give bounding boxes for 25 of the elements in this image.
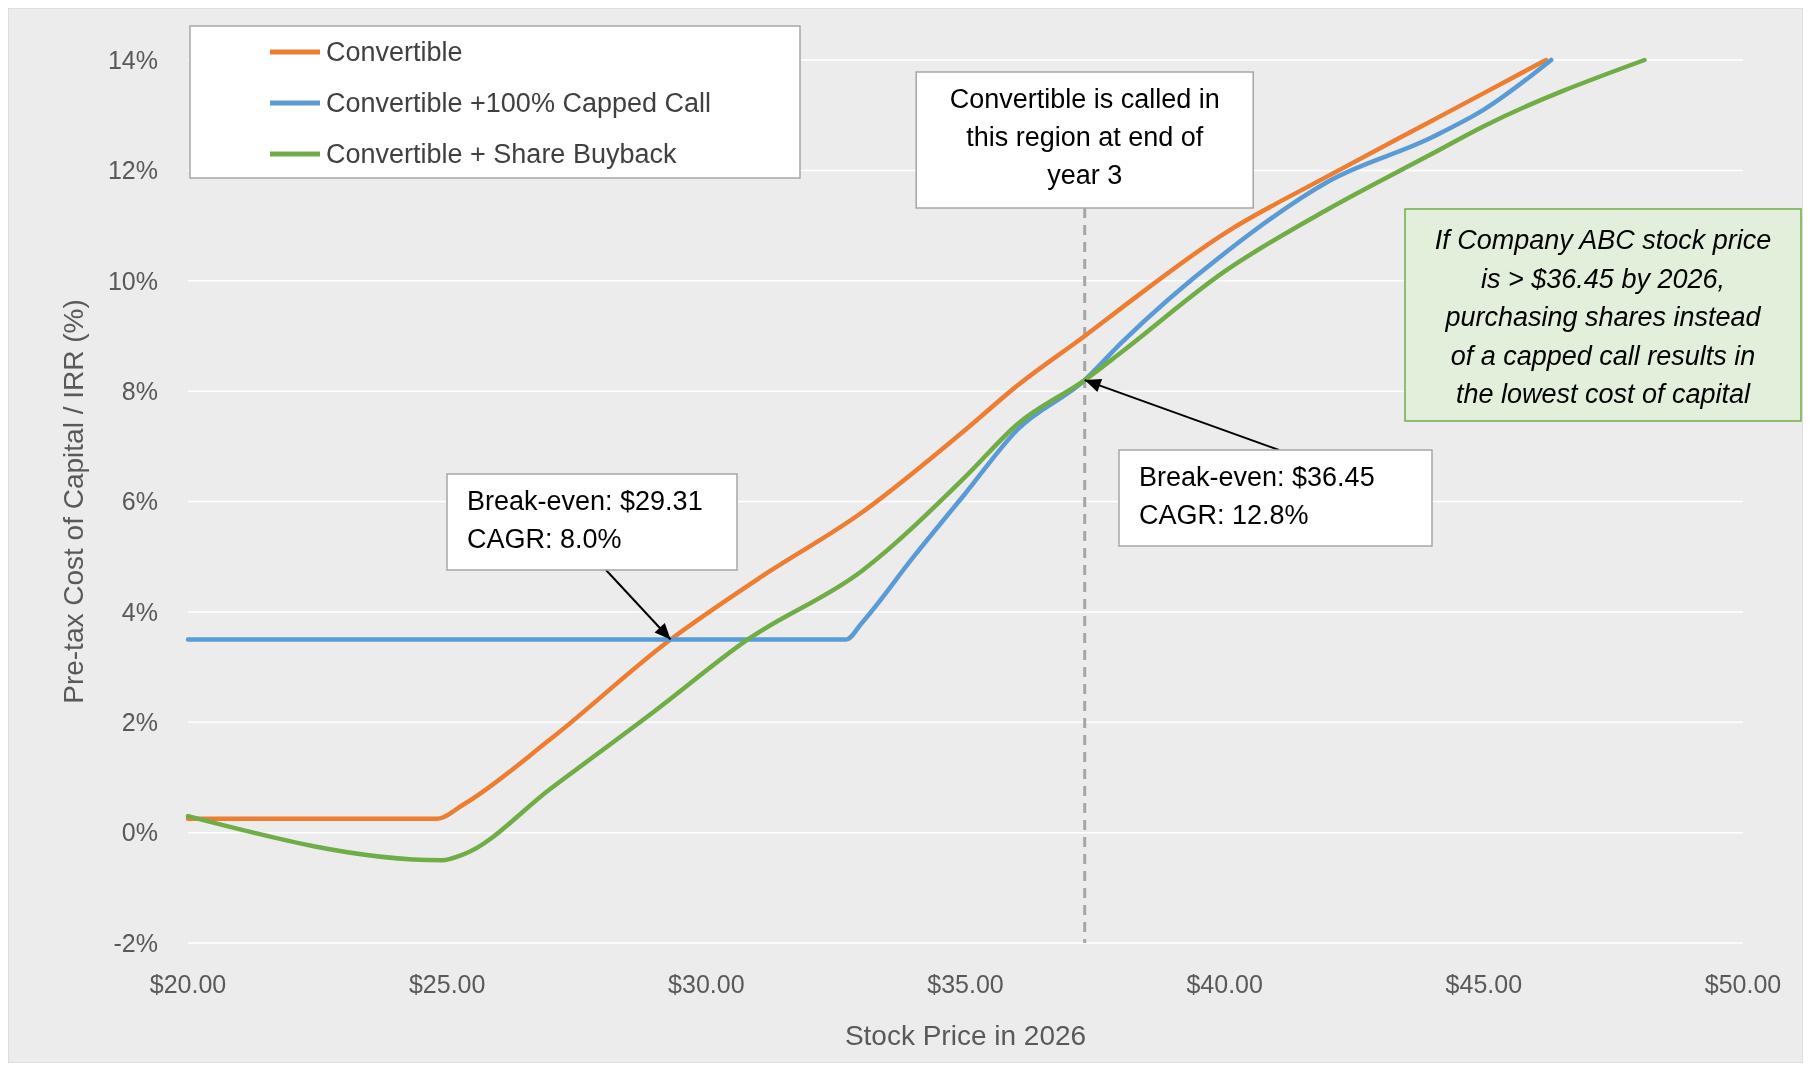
y-tick-label: 10% xyxy=(107,266,158,295)
x-tick-label: $25.00 xyxy=(408,970,486,998)
y-tick-label: 2% xyxy=(121,708,158,736)
y-axis-title: Pre-tax Cost of Capital / IRR (%) xyxy=(58,299,89,704)
y-tick-label: 0% xyxy=(121,818,158,847)
x-tick-label: $40.00 xyxy=(1186,970,1263,998)
x-axis-title: Stock Price in 2026 xyxy=(844,1020,1087,1051)
x-tick-label: $20.00 xyxy=(149,970,227,998)
x-tick-label: $50.00 xyxy=(1704,970,1782,998)
x-tick-label: $35.00 xyxy=(927,970,1004,998)
annotation: Break-even: $29.31 CAGR: 8.0% xyxy=(467,486,703,554)
y-tick-label: -2% xyxy=(113,928,158,957)
y-tick-label: 8% xyxy=(121,376,158,405)
ref-line-label: Convertible is called in this region at end of year 3 xyxy=(949,84,1220,190)
y-tick-label: 12% xyxy=(107,156,158,185)
x-tick-label: $45.00 xyxy=(1445,970,1523,998)
annotation: If Company ABC stock price is > $36.45 by 2026, purchasing shares instead of a capped call results in the lowest cost of capital xyxy=(1434,225,1772,409)
y-tick-label: 4% xyxy=(121,597,158,626)
y-tick-label: 14% xyxy=(107,45,158,74)
legend-label: Convertible xyxy=(326,37,463,68)
legend-label: Convertible + Share Buyback xyxy=(326,139,677,170)
x-tick-label: $30.00 xyxy=(668,970,745,998)
y-tick-label: 6% xyxy=(121,487,158,516)
legend-label: Convertible +100% Capped Call xyxy=(326,88,711,119)
annotation: Break-even: $36.45 CAGR: 12.8% xyxy=(1139,462,1375,530)
